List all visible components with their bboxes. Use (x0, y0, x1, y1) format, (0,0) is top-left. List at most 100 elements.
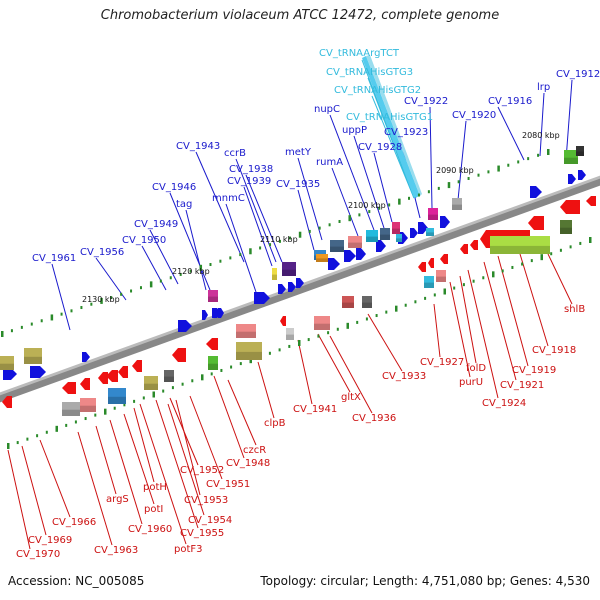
tick-dot-lower (550, 252, 553, 256)
gene-label-cv-1948: CV_1948 (226, 458, 270, 469)
leader-cv-1924 (467, 269, 499, 399)
tick-dot-upper (239, 253, 242, 257)
tick-dot-upper (269, 243, 272, 247)
tick-dot-upper (110, 296, 113, 300)
gene-label-cv-1969: CV_1969 (28, 535, 72, 546)
top-gene-box (428, 208, 438, 220)
top-gene-arrow (30, 366, 46, 378)
tick-dot-lower (288, 344, 291, 348)
gene-label-cv-trnahisgtg3: CV_tRNAHisGTG3 (326, 67, 413, 78)
bottom-gene-arrow (98, 372, 108, 384)
tick-dot-upper (318, 226, 321, 230)
gene-label-cv-1961: CV_1961 (32, 253, 76, 264)
bottom-gene-box (342, 296, 354, 308)
top-gene-box-shade (380, 234, 390, 240)
tick-dot-lower (278, 348, 281, 352)
gene-label-cv-1935: CV_1935 (276, 179, 320, 190)
leader-cv-1935 (297, 189, 315, 251)
gene-label-czcr: czcR (243, 445, 266, 456)
tick-dot-upper (169, 276, 172, 280)
leader-cv-1912 (565, 79, 573, 161)
bottom-gene-box (424, 276, 434, 288)
tick-dot-lower (482, 276, 485, 280)
tick-dot-lower (104, 408, 107, 415)
tick-dot-lower (210, 372, 213, 376)
gene-label-poth: potH (143, 482, 167, 493)
gene-label-potf3: potF3 (174, 544, 203, 555)
tick-dot-lower (298, 340, 301, 346)
bottom-gene-box (80, 398, 96, 412)
tick-dot-upper (40, 319, 43, 323)
leader-cv-1922 (429, 106, 433, 209)
bottom-gene-box-shade (144, 383, 158, 390)
bottom-gene-box (236, 342, 262, 360)
bottom-gene-box (314, 316, 330, 330)
tick-dot-upper (517, 160, 520, 164)
bottom-gene-arrow (418, 262, 426, 272)
gene-label-cv-trnahisgtg2: CV_tRNAHisGTG2 (334, 85, 421, 96)
leader-cv-trnahisgtg2 (371, 95, 415, 199)
tick-dot-upper (348, 215, 351, 222)
tick-dot-upper (10, 329, 13, 333)
accession-text: Accession: NC_005085 (8, 574, 145, 588)
tick-dot-lower (559, 248, 562, 252)
bottom-gene-box (62, 402, 80, 416)
top-gene-box-shade (396, 238, 402, 242)
gene-label-nupc: nupC (314, 104, 340, 115)
bottom-gene-box (108, 388, 126, 404)
tick-label-2120-kbp: 2120 kbp (172, 267, 210, 276)
tick-dot-upper (120, 292, 123, 296)
top-gene-box-shade (208, 296, 218, 302)
leader-mety (297, 157, 323, 241)
bottom-gene-arrow (106, 370, 118, 382)
top-gene-arrow (82, 352, 90, 362)
leader-cv-1951 (189, 395, 223, 480)
top-gene-box (208, 290, 218, 302)
label-leader-lines (7, 59, 573, 550)
bottom-gene-box-shade (490, 245, 550, 254)
tick-dot-lower (26, 437, 29, 441)
tick-dot-upper (298, 231, 302, 238)
leader-cv-1928 (373, 152, 393, 223)
top-gene-arrow (288, 282, 296, 292)
bottom-gene-arrow (560, 200, 580, 214)
tick-dot-upper (130, 289, 133, 293)
tick-dot-lower (113, 406, 116, 410)
bottom-gene-box-shade (342, 302, 354, 308)
tick-dot-lower (317, 334, 320, 338)
gene-label-cv-1923: CV_1923 (384, 127, 428, 138)
tick-dot-upper (1, 331, 4, 337)
top-gene-arrow (356, 248, 366, 260)
gene-label-cv-trnaargtct: CV_tRNAArgTCT (319, 48, 400, 59)
tick-dot-upper (457, 180, 460, 184)
top-gene-box (24, 348, 42, 364)
tick-dot-lower (162, 389, 165, 393)
gene-label-cv-1941: CV_1941 (293, 404, 337, 415)
top-gene-arrow (296, 278, 304, 288)
top-gene-box-shade (0, 363, 14, 370)
bottom-gene-arrow (280, 316, 286, 326)
tick-dot-lower (336, 327, 339, 331)
trna-strip (362, 56, 420, 198)
leader-cv-1918 (519, 253, 549, 347)
tick-dot-lower (540, 254, 543, 261)
page-title: Chromobacterium violaceum ATCC 12472, co… (100, 8, 500, 23)
bottom-gene-arrow (2, 396, 12, 408)
tick-dot-upper (378, 206, 381, 210)
top-gene-box-shade (272, 274, 277, 280)
top-gene-box-shade (24, 356, 42, 364)
tick-dot-lower (375, 314, 378, 318)
tick-dot-upper (477, 173, 480, 177)
leader-cv-1953 (175, 399, 201, 496)
gene-label-cv-1920: CV_1920 (452, 110, 496, 121)
leader-uppp (353, 135, 385, 229)
bottom-gene-arrow (460, 244, 468, 254)
tick-dot-upper (70, 309, 73, 313)
top-gene-box-shade (564, 157, 578, 164)
tick-dot-lower (45, 430, 48, 434)
tick-dot-upper (507, 163, 510, 167)
leader-fold (459, 275, 477, 364)
gene-label-cv-1919: CV_1919 (512, 365, 556, 376)
top-gene-arrow (328, 258, 340, 270)
